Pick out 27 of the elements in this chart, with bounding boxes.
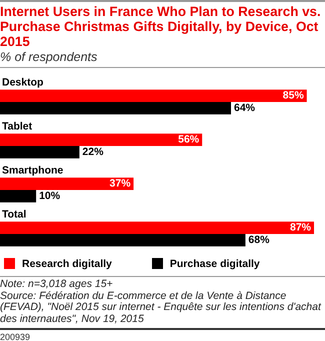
data-label: 85%: [282, 90, 304, 102]
source-note: Source: Fédération du E-commerce et de la Vente à Distance (FEVAD), "Noël 2015 sur internet - Enquête sur les intentions d'achat des internautes", Nov 19, 2015: [0, 290, 322, 325]
data-label: 64%: [234, 102, 256, 114]
bar: [0, 234, 246, 246]
text: Note: n=3,018 ages 15+: [0, 278, 114, 290]
chart-subtitle: % of respondents: [0, 49, 325, 68]
y-tick-label: Tablet: [2, 120, 33, 132]
data-label: 68%: [248, 234, 270, 246]
text: 200939: [0, 331, 32, 341]
bar: [0, 178, 134, 190]
legend-label: Research digitally: [21, 258, 112, 270]
bar: [0, 90, 307, 102]
bar: [0, 134, 202, 146]
bar: [0, 190, 36, 202]
chart-title: Internet Users in France Who Plan to Research vs. Purchase Christmas Gifts Digitally, by Device, Oct 2015: [0, 0, 325, 49]
y-tick-label: Total: [2, 208, 26, 220]
bar: [0, 222, 314, 234]
data-label: 37%: [110, 178, 132, 190]
data-label: 10%: [39, 190, 61, 202]
data-label: 22%: [82, 146, 104, 158]
bar: [0, 146, 80, 158]
data-label: 87%: [290, 222, 312, 234]
y-tick-label: Desktop: [2, 76, 44, 88]
y-tick-label: Smartphone: [2, 164, 64, 176]
legend-label: Purchase digitally: [168, 258, 260, 270]
data-label: 56%: [178, 134, 200, 146]
bar: [0, 102, 231, 114]
